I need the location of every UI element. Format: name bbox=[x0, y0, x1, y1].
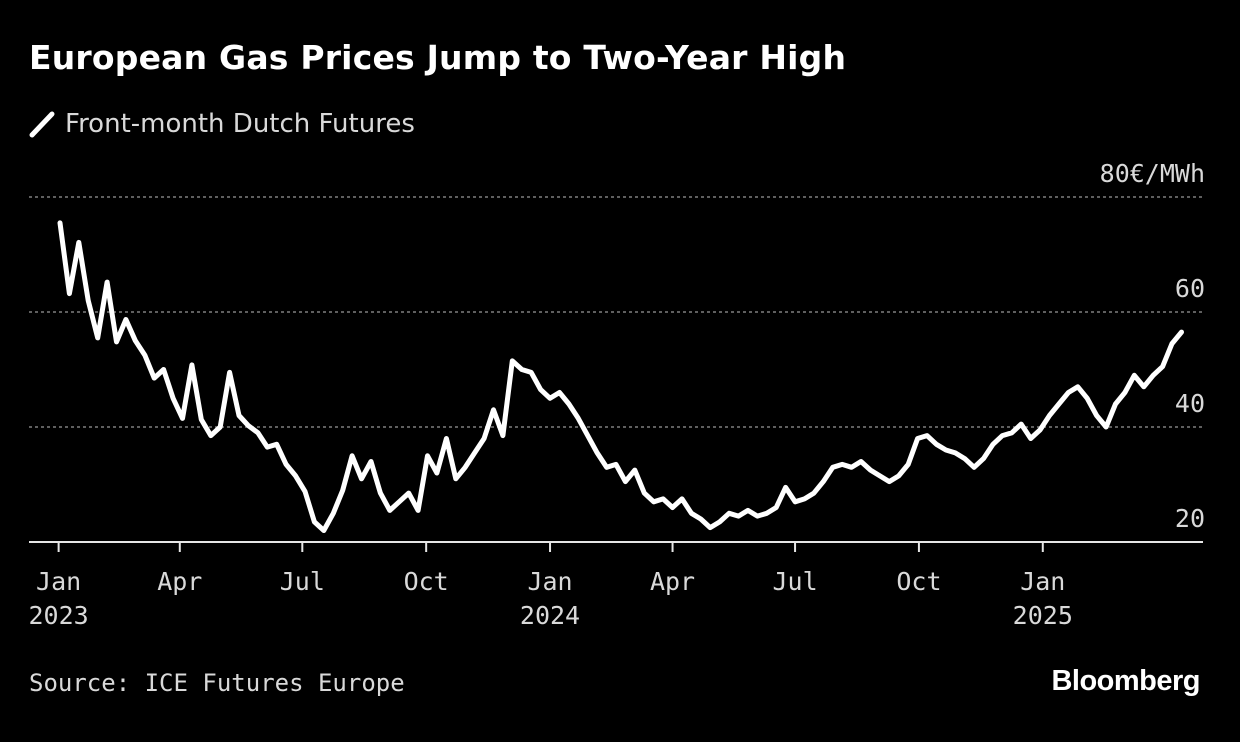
x-tick-year-label: 2023 bbox=[29, 601, 89, 630]
x-tick-month-label: Apr bbox=[650, 567, 695, 596]
x-tick-month-label: Jan bbox=[36, 567, 81, 596]
x-tick-month-label: Oct bbox=[896, 567, 941, 596]
y-axis-labels: 80€/MWh 60 40 20 bbox=[1100, 159, 1205, 533]
x-axis: Jan 2023 Apr Jul Oct Jan 2024 Apr Jul Oct Jan 2025 bbox=[29, 542, 1073, 630]
gridlines bbox=[29, 196, 1203, 428]
x-tick-year-label: 2025 bbox=[1013, 601, 1073, 630]
x-tick-month-label: Jan bbox=[527, 567, 572, 596]
bloomberg-logo: Bloomberg bbox=[1051, 665, 1200, 697]
x-tick-month-label: Oct bbox=[404, 567, 449, 596]
y-tick-label: 40 bbox=[1175, 389, 1205, 418]
legend: Front-month Dutch Futures bbox=[29, 106, 415, 142]
series-line-front-month-dutch-futures bbox=[57, 220, 1184, 533]
x-tick-month-label: Apr bbox=[157, 567, 202, 596]
series-layer bbox=[57, 220, 1184, 533]
x-tick-month-label: Jul bbox=[772, 567, 817, 596]
x-tick-month-label: Jul bbox=[280, 567, 325, 596]
chart-title: European Gas Prices Jump to Two-Year Hig… bbox=[29, 38, 847, 77]
y-tick-label: 80€/MWh bbox=[1100, 159, 1205, 188]
y-tick-label: 60 bbox=[1175, 274, 1205, 303]
x-tick-year-label: 2024 bbox=[520, 601, 580, 630]
legend-swatch bbox=[29, 111, 55, 138]
y-tick-label: 20 bbox=[1175, 504, 1205, 533]
source-note: Source: ICE Futures Europe bbox=[29, 669, 405, 697]
x-tick-month-label: Jan bbox=[1020, 567, 1065, 596]
legend-label: Front-month Dutch Futures bbox=[65, 109, 415, 139]
